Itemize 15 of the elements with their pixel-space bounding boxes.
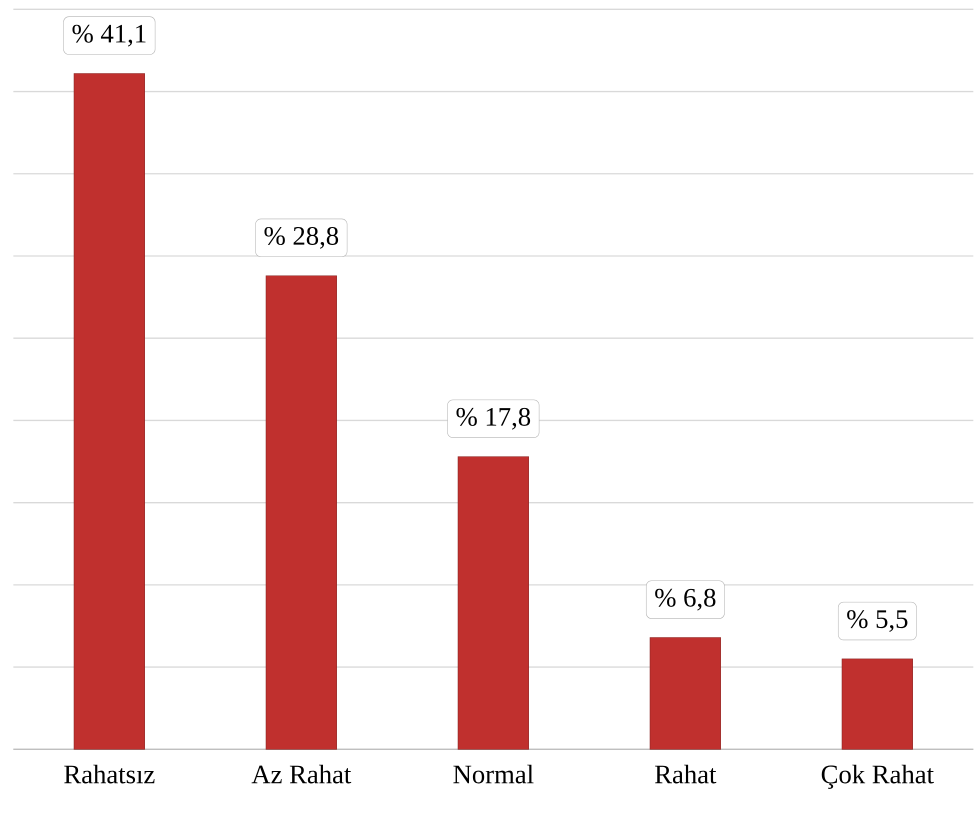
data-label: % 5,5 <box>847 610 908 632</box>
x-tick-label: Rahat <box>655 764 716 784</box>
x-tick-label: Az Rahat <box>252 764 352 784</box>
x-tick-label: Normal <box>453 764 534 784</box>
x-tick-label: Çok Rahat <box>822 764 934 789</box>
bar <box>458 456 529 750</box>
bar <box>650 637 721 750</box>
bar <box>266 275 337 750</box>
data-label: % 6,8 <box>655 588 716 611</box>
bar <box>842 658 913 750</box>
data-label: % 28,8 <box>264 226 338 249</box>
data-label: % 41,1 <box>72 24 146 47</box>
bar <box>74 73 145 750</box>
x-tick-label: Rahatsız <box>64 764 155 784</box>
data-label: % 17,8 <box>456 408 530 430</box>
